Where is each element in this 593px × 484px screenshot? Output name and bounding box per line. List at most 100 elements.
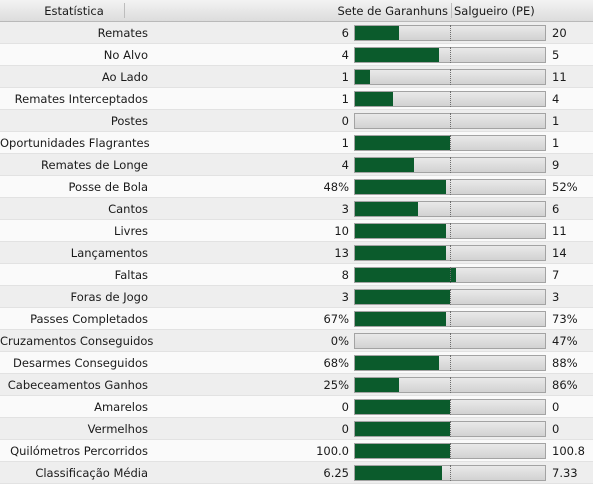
stat-row: Desarmes Conseguidos 68% 88%: [0, 352, 593, 374]
stat-label: Lançamentos: [70, 246, 148, 260]
midpoint-marker: [450, 179, 451, 195]
stat-label: Oportunidades Flagrantes: [0, 136, 150, 150]
home-value: 48%: [323, 180, 349, 194]
comparison-bar: [354, 113, 546, 129]
stat-column-header[interactable]: Estatística: [44, 4, 104, 18]
away-value: 6: [552, 202, 560, 216]
home-share-fill: [355, 224, 447, 238]
stat-label: Desarmes Conseguidos: [13, 356, 148, 370]
home-value: 6.25: [323, 466, 349, 480]
away-value: 86%: [552, 378, 578, 392]
stat-row: Vermelhos 0 0: [0, 418, 593, 440]
midpoint-marker: [450, 113, 451, 129]
stat-row: Faltas 8 7: [0, 264, 593, 286]
away-value: 0: [552, 422, 560, 436]
comparison-bar: [354, 355, 546, 371]
home-value: 25%: [323, 378, 349, 392]
stats-rows: Remates 6 20 No Alvo 4 5 Ao Lado 1 11 Remates Int…: [0, 22, 593, 484]
home-share-fill: [355, 312, 447, 326]
stat-row: Posse de Bola 48% 52%: [0, 176, 593, 198]
stat-row: Quilómetros Percorridos 100.0 100.8: [0, 440, 593, 462]
midpoint-marker: [450, 47, 451, 63]
comparison-bar: [354, 333, 546, 349]
away-value: 52%: [552, 180, 578, 194]
stat-label: Cabeceamentos Ganhos: [7, 378, 148, 392]
away-value: 3: [552, 290, 560, 304]
stat-row: Remates Interceptados 1 4: [0, 88, 593, 110]
home-share-fill: [355, 378, 399, 392]
home-share-fill: [355, 26, 399, 40]
home-value: 3: [341, 290, 349, 304]
comparison-bar: [354, 465, 546, 481]
midpoint-marker: [450, 355, 451, 371]
stat-row: Livres 10 11: [0, 220, 593, 242]
stat-label: Posse de Bola: [68, 180, 148, 194]
comparison-bar: [354, 289, 546, 305]
midpoint-marker: [450, 69, 451, 85]
home-value: 67%: [323, 312, 349, 326]
midpoint-marker: [450, 135, 451, 151]
away-value: 9: [552, 158, 560, 172]
stat-label: Quilómetros Percorridos: [10, 444, 148, 458]
comparison-bar: [354, 443, 546, 459]
home-value: 4: [341, 158, 349, 172]
away-value: 11: [552, 70, 567, 84]
away-value: 47%: [552, 334, 578, 348]
home-share-fill: [355, 268, 456, 282]
stat-label: Amarelos: [94, 400, 148, 414]
home-share-fill: [355, 466, 443, 480]
midpoint-marker: [450, 311, 451, 327]
stat-label: Classificação Média: [35, 466, 148, 480]
home-value: 1: [341, 70, 349, 84]
home-share-fill: [355, 444, 450, 458]
home-value: 100.0: [316, 444, 349, 458]
midpoint-marker: [450, 333, 451, 349]
stat-label: Vermelhos: [87, 422, 148, 436]
comparison-bar: [354, 399, 546, 415]
stat-label: Cruzamentos Conseguidos: [0, 334, 154, 348]
midpoint-marker: [450, 267, 451, 283]
comparison-bar: [354, 135, 546, 151]
home-value: 68%: [323, 356, 349, 370]
away-value: 88%: [552, 356, 578, 370]
away-team-header[interactable]: Salgueiro (PE): [454, 4, 535, 18]
away-value: 0: [552, 400, 560, 414]
home-value: 0%: [330, 334, 349, 348]
home-value: 3: [341, 202, 349, 216]
away-value: 14: [552, 246, 567, 260]
midpoint-marker: [450, 289, 451, 305]
home-value: 8: [341, 268, 349, 282]
away-value: 7: [552, 268, 560, 282]
midpoint-marker: [450, 245, 451, 261]
comparison-bar: [354, 91, 546, 107]
column-divider: [451, 3, 452, 18]
stat-row: Oportunidades Flagrantes 1 1: [0, 132, 593, 154]
stat-label: Faltas: [114, 268, 148, 282]
home-value: 1: [341, 136, 349, 150]
away-value: 1: [552, 136, 560, 150]
home-share-fill: [355, 422, 450, 436]
stat-label: Cantos: [108, 202, 148, 216]
away-value: 1: [552, 114, 560, 128]
stat-label: Livres: [114, 224, 148, 238]
away-value: 4: [552, 92, 560, 106]
home-value: 0: [341, 400, 349, 414]
comparison-bar: [354, 245, 546, 261]
midpoint-marker: [450, 157, 451, 173]
away-value: 20: [552, 26, 567, 40]
comparison-bar: [354, 267, 546, 283]
home-share-fill: [355, 356, 439, 370]
stat-row: Cantos 3 6: [0, 198, 593, 220]
home-value: 0: [341, 114, 349, 128]
stat-row: Remates 6 20: [0, 22, 593, 44]
comparison-bar: [354, 311, 546, 327]
home-team-header[interactable]: Sete de Garanhuns: [337, 4, 448, 18]
stat-row: Classificação Média 6.25 7.33: [0, 462, 593, 484]
stat-row: Ao Lado 1 11: [0, 66, 593, 88]
stat-row: Amarelos 0 0: [0, 396, 593, 418]
comparison-bar: [354, 157, 546, 173]
comparison-bar: [354, 201, 546, 217]
comparison-bar: [354, 179, 546, 195]
home-value: 6: [341, 26, 349, 40]
